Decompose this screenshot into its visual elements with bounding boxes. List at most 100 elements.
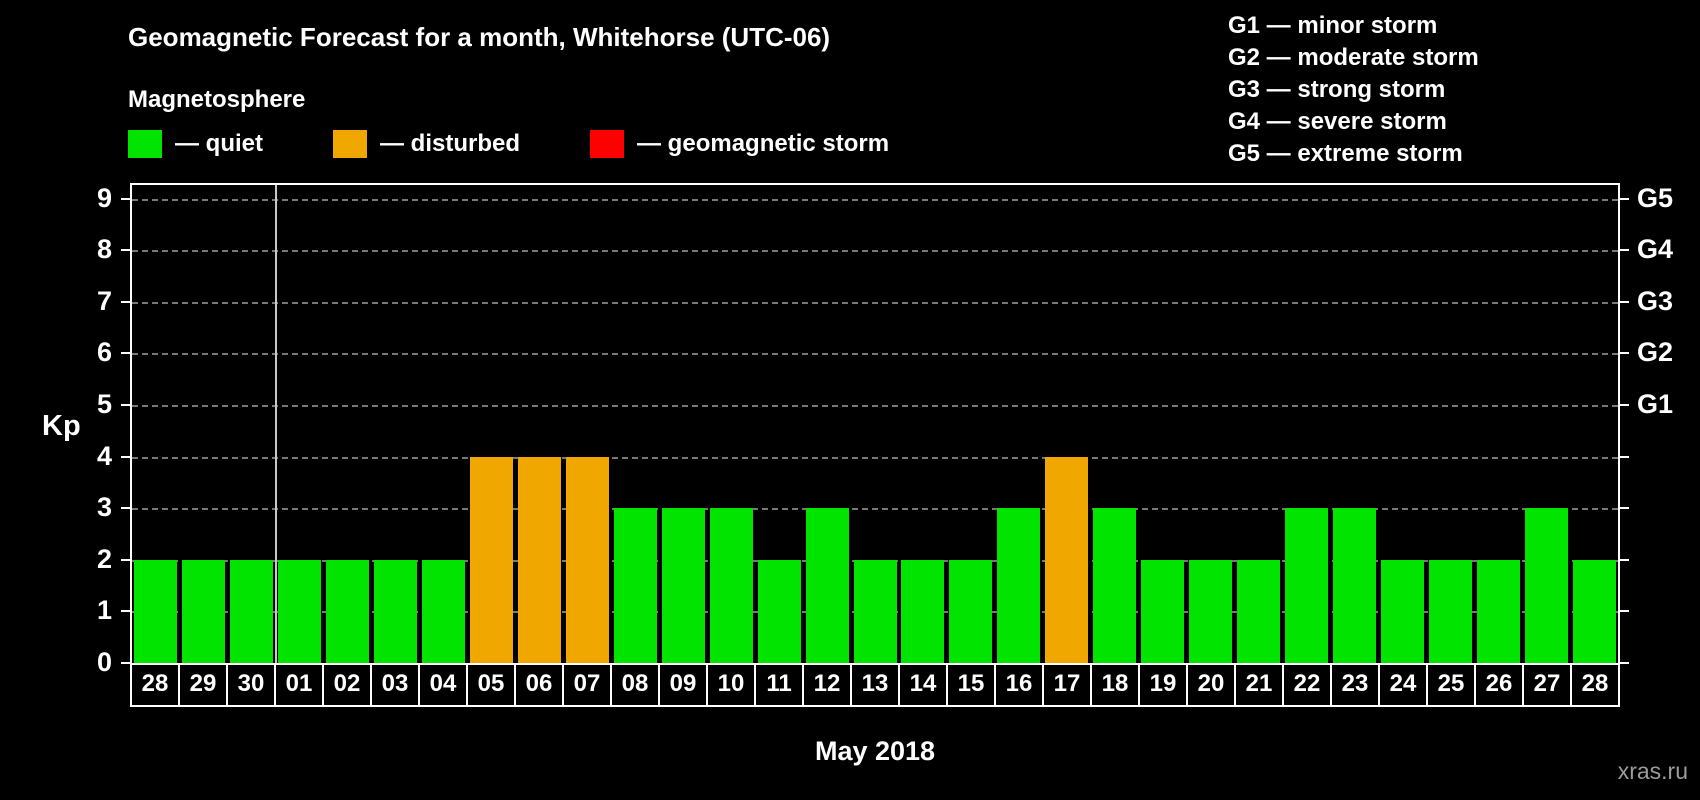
- x-axis-day-label: 12: [802, 663, 852, 707]
- y-axis-tick-label: 3: [96, 492, 112, 523]
- y-axis-tick-label: 2: [96, 543, 112, 574]
- x-axis-day-label: 09: [658, 663, 708, 707]
- kp-bar-day-15: [949, 559, 993, 663]
- right-axis-label-g2: G2: [1637, 337, 1674, 368]
- y-axis-tick-label: 5: [96, 389, 112, 419]
- storm-color-swatch: [590, 130, 625, 158]
- x-axis-day-label: 08: [610, 663, 660, 707]
- y-axis-tick: [121, 610, 130, 613]
- kp-bar-day-14: [901, 559, 945, 663]
- gridline-kp-7: [132, 301, 1618, 304]
- kp-bar-day-07: [565, 456, 609, 663]
- y-axis-tick: [121, 662, 130, 664]
- kp-bar-day-13: [853, 559, 897, 663]
- x-axis-day-label: 22: [1282, 663, 1332, 707]
- y-axis-tick: [121, 197, 130, 200]
- right-axis-tick: [1620, 455, 1629, 458]
- right-axis-tick: [1620, 610, 1629, 613]
- x-axis-day-label: 24: [1378, 663, 1428, 707]
- y-axis-tick-label: 9: [96, 182, 112, 213]
- kp-bar-day-29: [182, 559, 226, 663]
- kp-bar-day-12: [805, 508, 849, 663]
- month-separator-line: [274, 185, 277, 663]
- x-axis-day-label: 14: [898, 663, 948, 707]
- watermark: xras.ru: [1617, 758, 1688, 784]
- x-axis-day-label: 27: [1522, 663, 1572, 707]
- kp-bar-day-16: [997, 508, 1041, 663]
- x-axis-day-label: 26: [1474, 663, 1524, 707]
- kp-bar-day-22: [1284, 508, 1328, 663]
- kp-bar-day-03: [374, 559, 418, 663]
- legend-item-quiet: — quiet: [128, 130, 263, 158]
- magnetosphere-legend: — quiet — disturbed — geomagnetic storm: [128, 130, 889, 158]
- quiet-color-swatch: [128, 130, 162, 158]
- kp-bar-day-10: [709, 508, 753, 663]
- gridline-kp-4: [132, 456, 1618, 459]
- right-axis-label-g1: G1: [1637, 389, 1674, 419]
- storm-legend-line-g4: G4 — severe storm: [1228, 108, 1447, 135]
- kp-bar-day-06: [517, 456, 561, 663]
- kp-bar-day-25: [1428, 559, 1472, 663]
- y-axis-tick: [121, 404, 130, 406]
- x-axis-day-label: 16: [994, 663, 1044, 707]
- y-axis-tick-label: 0: [96, 647, 112, 677]
- gridline-kp-5: [132, 405, 1618, 407]
- x-axis-day-label: 10: [706, 663, 756, 707]
- right-axis-label-g3: G3: [1637, 285, 1674, 316]
- storm-legend-line-g2: G2 — moderate storm: [1228, 44, 1479, 71]
- kp-bar-day-17: [1045, 456, 1089, 663]
- right-axis-label-g5: G5: [1637, 182, 1674, 213]
- kp-bar-day-19: [1141, 559, 1185, 663]
- y-axis-title: Kp: [42, 410, 81, 442]
- right-axis-tick: [1620, 507, 1629, 510]
- kp-bar-day-27: [1524, 508, 1568, 663]
- legend-item-storm: — geomagnetic storm: [590, 130, 889, 158]
- x-axis-day-label: 21: [1234, 663, 1284, 707]
- kp-bar-day-30: [230, 559, 274, 663]
- storm-legend-line-g5: G5 — extreme storm: [1228, 140, 1463, 167]
- y-axis-tick-label: 4: [96, 440, 112, 471]
- right-axis-tick: [1620, 249, 1629, 252]
- kp-bar-day-18: [1093, 508, 1137, 663]
- y-axis-tick: [121, 249, 130, 252]
- right-axis-tick: [1620, 352, 1629, 355]
- x-axis-day-label: 17: [1042, 663, 1092, 707]
- y-axis-tick: [121, 455, 130, 458]
- y-axis-tick: [121, 507, 130, 510]
- kp-bar-day-26: [1476, 559, 1520, 663]
- kp-bar-day-05: [470, 456, 514, 663]
- kp-bar-day-24: [1380, 559, 1424, 663]
- x-axis-day-label: 30: [226, 663, 276, 707]
- x-axis-day-label: 02: [322, 663, 372, 707]
- plot-area: [130, 183, 1620, 665]
- y-axis-tick-label: 7: [96, 285, 112, 316]
- y-axis-tick: [121, 558, 130, 561]
- x-axis-day-label: 07: [562, 663, 612, 707]
- kp-bar-day-08: [613, 508, 657, 663]
- legend-item-disturbed: — disturbed: [333, 130, 520, 158]
- storm-legend-line-g1: G1 — minor storm: [1228, 12, 1438, 39]
- disturbed-color-swatch: [333, 130, 367, 158]
- kp-bar-day-11: [757, 559, 801, 663]
- legend-item-disturbed-label: — disturbed: [380, 130, 521, 157]
- y-axis-tick-label: 8: [96, 234, 112, 265]
- y-axis-tick-label: 1: [96, 595, 112, 626]
- x-axis-day-label: 19: [1138, 663, 1188, 707]
- magnetosphere-legend-heading: Magnetosphere: [128, 86, 306, 113]
- chart-title: Geomagnetic Forecast for a month, Whiteh…: [128, 22, 831, 52]
- kp-bar-day-04: [422, 559, 466, 663]
- legend-item-quiet-label: — quiet: [175, 130, 263, 157]
- kp-bar-day-21: [1236, 559, 1280, 663]
- x-axis-day-label: 28: [130, 663, 180, 707]
- x-axis-day-label: 20: [1186, 663, 1236, 707]
- gridline-kp-3: [132, 508, 1618, 511]
- kp-bar-day-09: [661, 508, 705, 663]
- x-axis-day-label: 05: [466, 663, 516, 707]
- x-axis-day-label: 04: [418, 663, 468, 707]
- x-axis-day-label: 01: [274, 663, 324, 707]
- x-axis-day-label: 15: [946, 663, 996, 707]
- storm-legend-line-g3: G3 — strong storm: [1228, 76, 1446, 103]
- right-axis-tick: [1620, 558, 1629, 561]
- x-axis-day-label: 23: [1330, 663, 1380, 707]
- x-axis-day-label: 18: [1090, 663, 1140, 707]
